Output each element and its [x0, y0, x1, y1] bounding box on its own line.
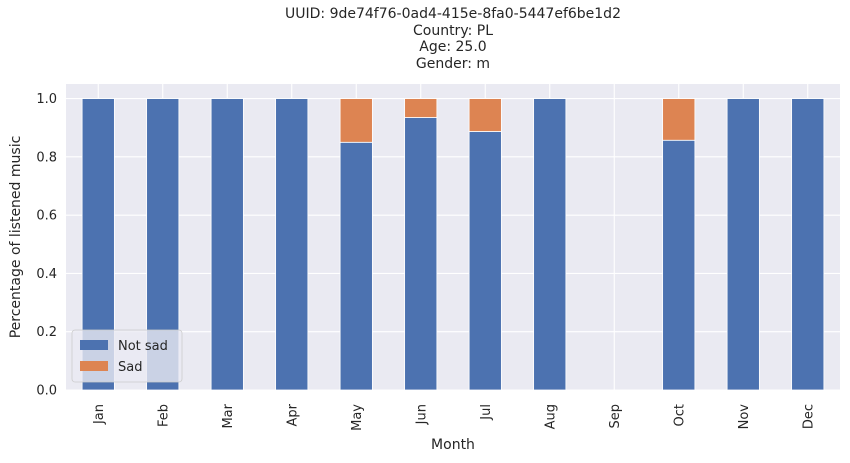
bar-sad-may — [339, 98, 373, 143]
x-tick-label: Feb — [156, 404, 171, 427]
bar-not-sad-apr — [275, 98, 309, 391]
y-tick-label: 0.6 — [36, 209, 57, 224]
bar-not-sad-nov — [726, 98, 760, 391]
x-tick-label: Dec — [801, 404, 816, 429]
bar-not-sad-aug — [533, 98, 567, 391]
legend-swatch — [80, 361, 108, 371]
x-tick-label: Mar — [221, 403, 236, 428]
bar-sad-jun — [404, 98, 438, 118]
y-tick-label: 1.0 — [36, 92, 57, 107]
chart-title: UUID: 9de74f76-0ad4-415e-8fa0-5447ef6be1… — [66, 6, 840, 72]
x-tick-label: Aug — [543, 404, 558, 429]
bar-sad-jul — [468, 98, 502, 132]
y-tick-label: 0.4 — [36, 267, 57, 282]
x-tick-label: Jun — [414, 404, 429, 425]
bar-not-sad-oct — [662, 139, 696, 391]
x-tick-label: May — [350, 404, 365, 431]
x-tick-label: Jul — [479, 404, 494, 421]
x-tick-label: Apr — [285, 403, 300, 426]
y-tick-label: 0.0 — [36, 384, 57, 399]
bars — [81, 98, 825, 391]
title-line-gender: Gender: m — [415, 55, 491, 72]
legend-label: Sad — [118, 360, 142, 375]
legend-swatch — [80, 340, 108, 350]
legend: Not sad Sad — [71, 329, 183, 383]
legend-label: Not sad — [118, 339, 168, 354]
bar-not-sad-dec — [791, 98, 825, 391]
bar-not-sad-jun — [404, 117, 438, 391]
bar-not-sad-may — [339, 141, 373, 391]
x-tick-label: Sep — [608, 404, 623, 429]
title-line-age: Age: 25.0 — [419, 39, 487, 55]
x-axis-label: Month — [431, 437, 475, 453]
plot-background — [66, 84, 840, 390]
x-tick-label: Oct — [672, 404, 687, 426]
y-tick-label: 0.8 — [36, 150, 57, 165]
y-tick-label: 0.2 — [36, 325, 57, 340]
bar-sad-oct — [662, 98, 696, 141]
x-tick-label: Nov — [737, 404, 752, 430]
x-tick-label: Jan — [92, 404, 107, 425]
title-line-uuid: UUID: 9de74f76-0ad4-415e-8fa0-5447ef6be1… — [285, 6, 621, 22]
y-tick-labels: 0.0 0.2 0.4 0.6 0.8 1.0 — [36, 92, 57, 398]
title-line-country: Country: PL — [412, 22, 493, 39]
bar-not-sad-jul — [468, 131, 502, 391]
y-axis-label: Percentage of listened music — [8, 136, 24, 339]
x-tick-labels: Jan Feb Mar Apr May Jun Jul Aug Sep Oct Nov Dec — [92, 403, 817, 431]
bar-not-sad-mar — [210, 98, 244, 391]
